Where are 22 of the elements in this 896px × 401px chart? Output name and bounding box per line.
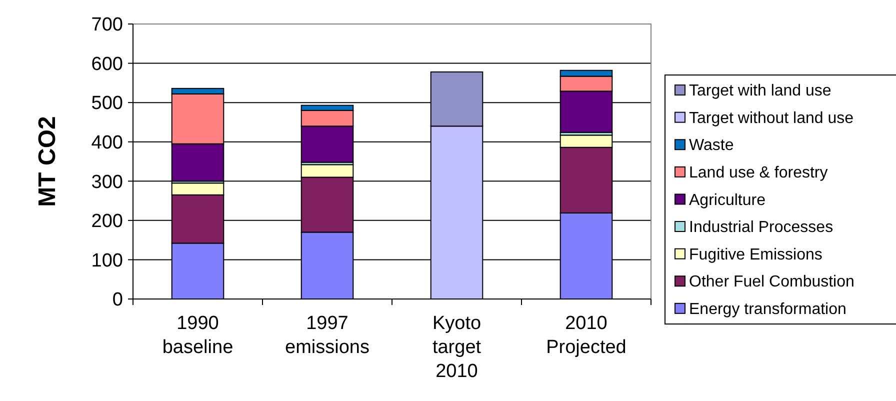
legend-label: Energy transformation xyxy=(689,301,846,318)
legend-label: Other Fuel Combustion xyxy=(689,274,854,291)
y-tick-label: 100 xyxy=(91,250,123,272)
y-tick-label: 400 xyxy=(91,132,123,154)
y-tick-label: 0 xyxy=(112,290,123,311)
x-tick-label: 2010 Projected xyxy=(546,313,626,358)
y-tick-label: 300 xyxy=(91,172,123,193)
legend-label: Target with land use xyxy=(689,82,832,100)
x-tick-label: Kyoto target 2010 xyxy=(432,313,482,382)
y-tick-label: 600 xyxy=(91,54,123,75)
y-tick-label: 700 xyxy=(91,14,123,36)
legend-label: Agriculture xyxy=(689,192,766,209)
y-tick-label: 200 xyxy=(91,211,123,232)
legend-label: Target without land use xyxy=(689,110,854,127)
y-tick-label: 500 xyxy=(91,93,123,114)
legend-label: Fugitive Emissions xyxy=(689,246,822,264)
legend-label: Industrial Processes xyxy=(689,219,834,236)
x-tick-label: 1997 emissions xyxy=(285,313,370,358)
legend-label: Land use & forestry xyxy=(689,164,828,182)
y-axis-title: MT CO2 xyxy=(34,116,61,207)
legend-label: Waste xyxy=(689,137,734,154)
x-tick-label: 1990 baseline xyxy=(162,313,234,358)
